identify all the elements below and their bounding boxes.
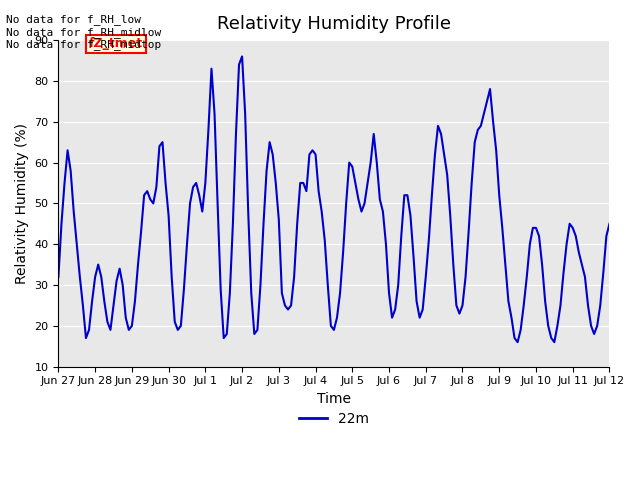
Text: fZ_tmet: fZ_tmet: [89, 37, 143, 50]
Title: Relativity Humidity Profile: Relativity Humidity Profile: [217, 15, 451, 33]
Text: No data for f_RH_low
No data for f_RH_midlow
No data for f_RH_midtop: No data for f_RH_low No data for f_RH_mi…: [6, 14, 162, 50]
Y-axis label: Relativity Humidity (%): Relativity Humidity (%): [15, 123, 29, 284]
X-axis label: Time: Time: [317, 392, 351, 406]
Legend: 22m: 22m: [293, 407, 374, 432]
